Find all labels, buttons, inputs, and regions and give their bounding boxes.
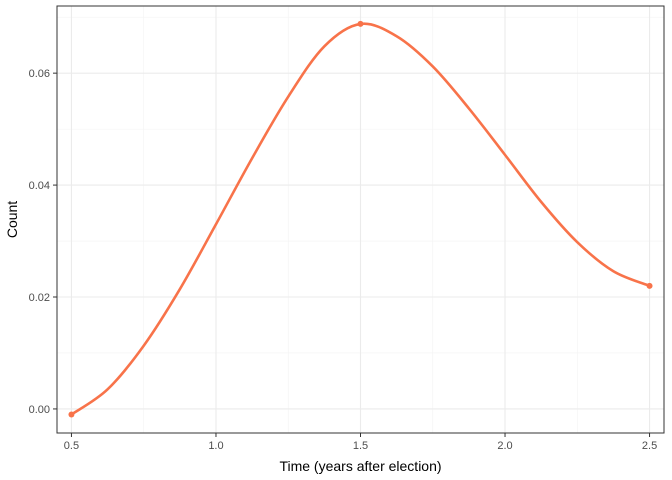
data-point <box>68 411 75 418</box>
x-tick-label: 2.0 <box>497 440 512 452</box>
x-axis-title: Time (years after election) <box>279 458 441 474</box>
series-line <box>70 22 651 416</box>
x-tick-label: 1.0 <box>208 440 223 452</box>
data-point <box>646 282 653 289</box>
y-tick-label: 0.02 <box>29 292 50 304</box>
data-point <box>357 20 364 27</box>
y-tick-label: 0.00 <box>29 404 50 416</box>
x-tick-label: 2.5 <box>642 440 657 452</box>
major-gridlines <box>57 6 664 433</box>
y-tick-label: 0.06 <box>29 68 50 80</box>
x-tick-label: 0.5 <box>64 440 79 452</box>
y-axis: 0.00 0.02 0.04 0.06 <box>29 68 57 416</box>
x-tick-label: 1.5 <box>353 440 368 452</box>
x-axis: 0.5 1.0 1.5 2.0 2.5 <box>64 433 657 452</box>
y-axis-title: Count <box>4 201 20 238</box>
series-points <box>68 20 653 418</box>
y-tick-label: 0.04 <box>29 180 50 192</box>
